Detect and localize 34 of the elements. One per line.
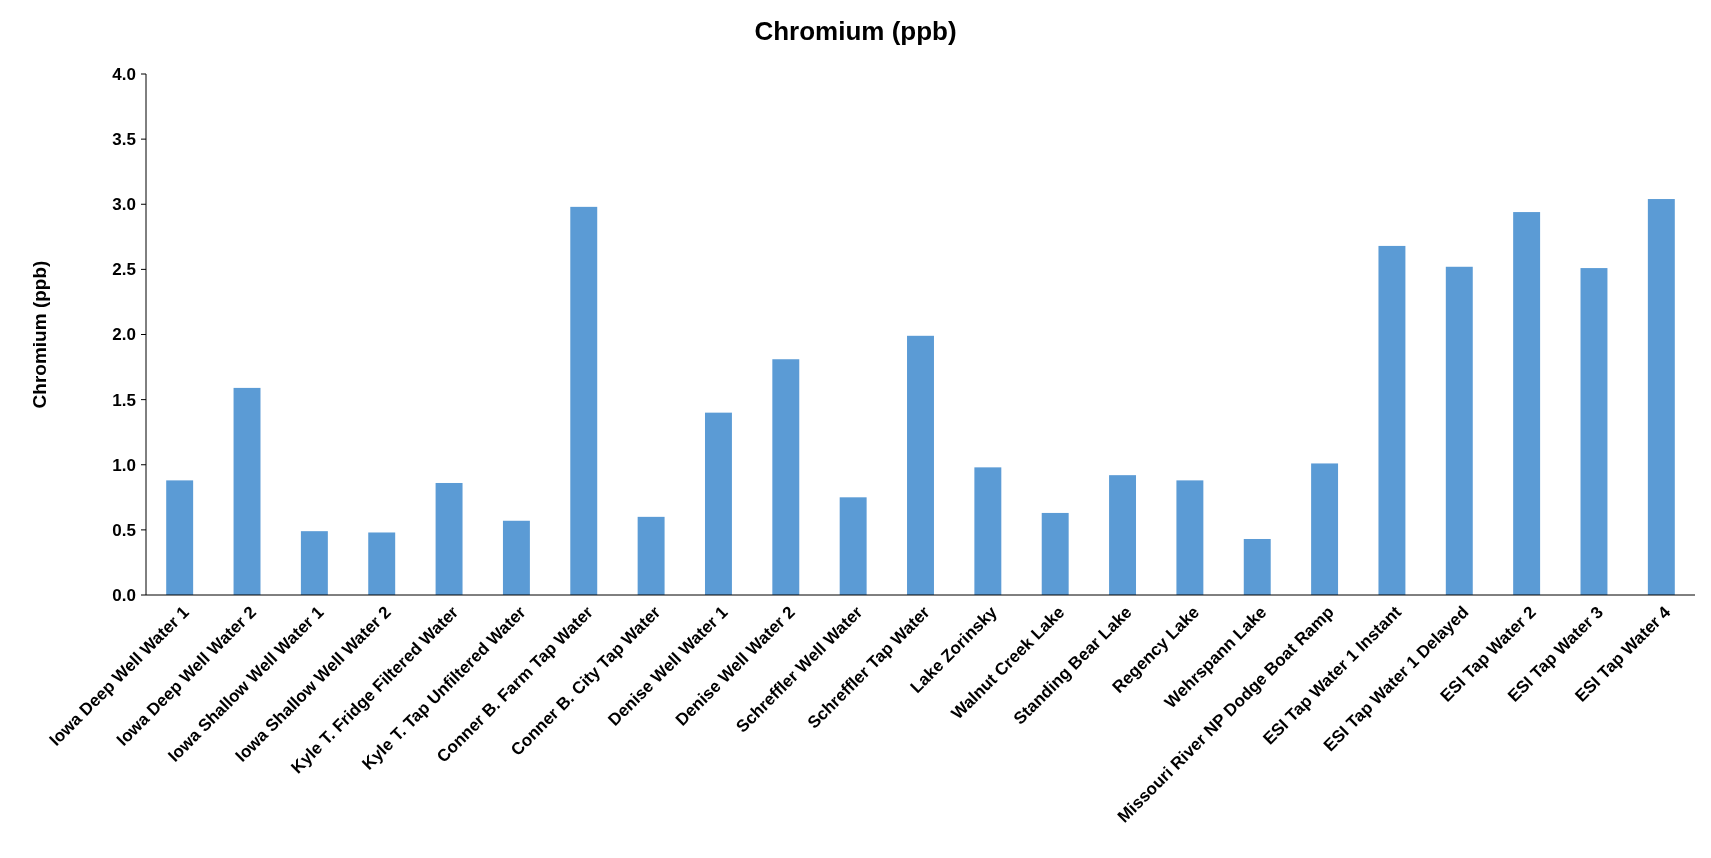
bar [1176, 480, 1204, 595]
bar [637, 516, 665, 595]
y-tick-label: 0.0 [112, 585, 136, 605]
bar [1445, 266, 1473, 595]
bar [1109, 475, 1137, 595]
bar [502, 520, 530, 595]
bar [1580, 268, 1608, 595]
bar [435, 482, 463, 595]
y-tick-label: 2.5 [112, 260, 136, 280]
bar [974, 467, 1002, 595]
bar [772, 359, 800, 595]
y-tick-label: 0.5 [112, 520, 136, 540]
bar [233, 387, 261, 595]
bar [839, 497, 867, 595]
bar [907, 335, 934, 595]
bar [704, 412, 732, 595]
y-axis-title: Chromium (ppb) [29, 260, 50, 409]
bar [570, 206, 598, 595]
y-tick-label: 1.5 [112, 390, 136, 410]
bar [1513, 212, 1541, 595]
bar [368, 532, 396, 595]
chart-title: Chromium (ppb) [754, 16, 957, 46]
bar [1041, 512, 1069, 595]
y-tick-label: 3.5 [112, 130, 136, 150]
bar [300, 531, 328, 595]
bar [166, 480, 194, 595]
y-tick-label: 2.0 [112, 325, 136, 345]
y-tick-label: 4.0 [112, 64, 136, 84]
bar [1647, 199, 1675, 595]
y-tick-label: 3.0 [112, 195, 136, 215]
y-tick-label: 1.0 [112, 455, 136, 475]
bar [1311, 463, 1339, 595]
bar [1378, 245, 1406, 595]
bar [1243, 538, 1271, 595]
